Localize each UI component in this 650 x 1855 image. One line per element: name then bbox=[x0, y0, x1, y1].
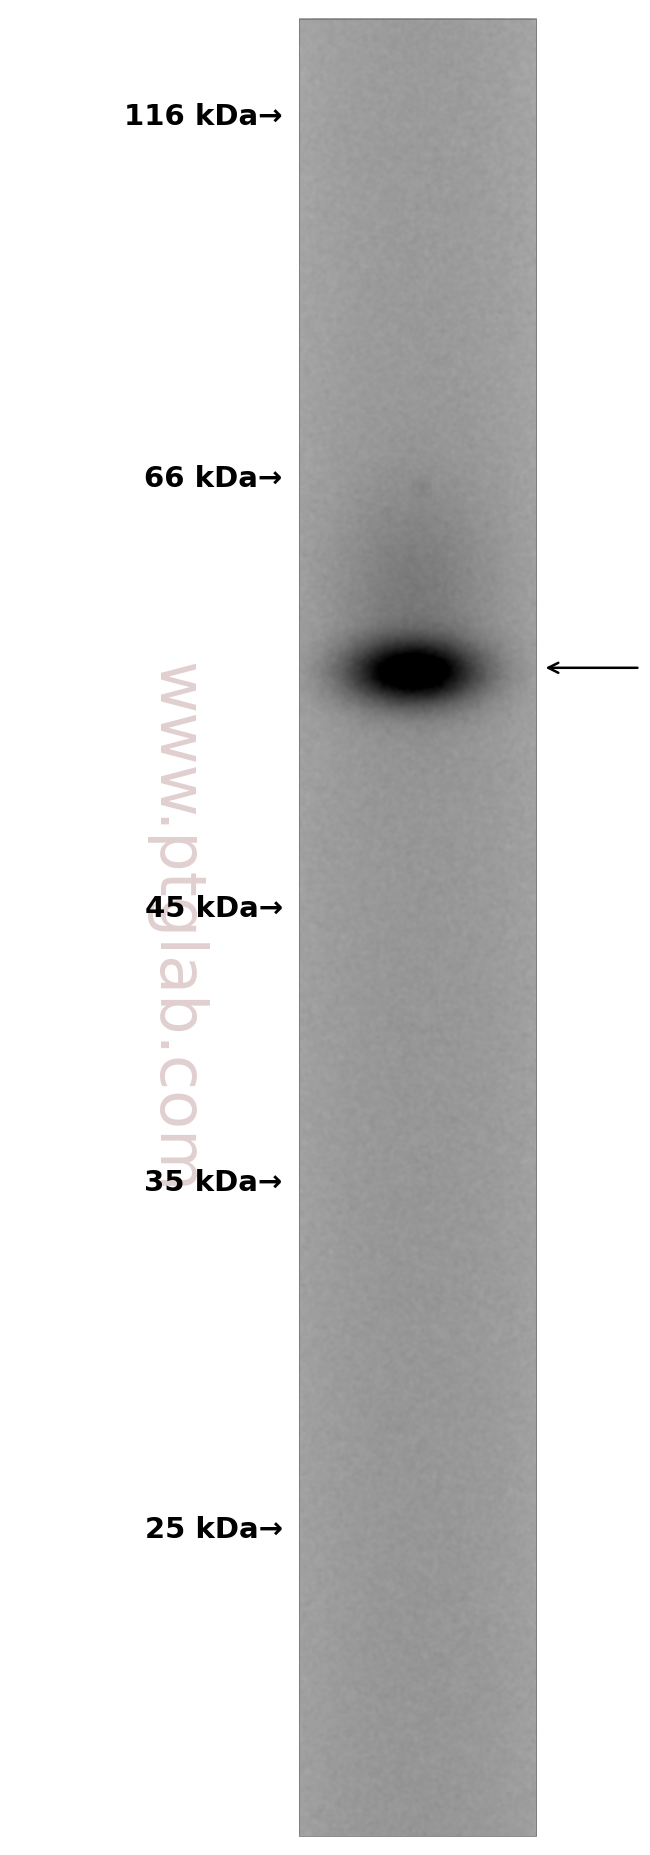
Text: 45 kDa→: 45 kDa→ bbox=[144, 894, 283, 924]
Text: www.ptglab.com: www.ptglab.com bbox=[144, 662, 207, 1193]
Text: 66 kDa→: 66 kDa→ bbox=[144, 464, 283, 493]
Text: 25 kDa→: 25 kDa→ bbox=[145, 1516, 283, 1545]
Text: 35 kDa→: 35 kDa→ bbox=[144, 1169, 283, 1198]
Bar bbox=[299, 19, 536, 1836]
Text: 116 kDa→: 116 kDa→ bbox=[124, 102, 283, 132]
